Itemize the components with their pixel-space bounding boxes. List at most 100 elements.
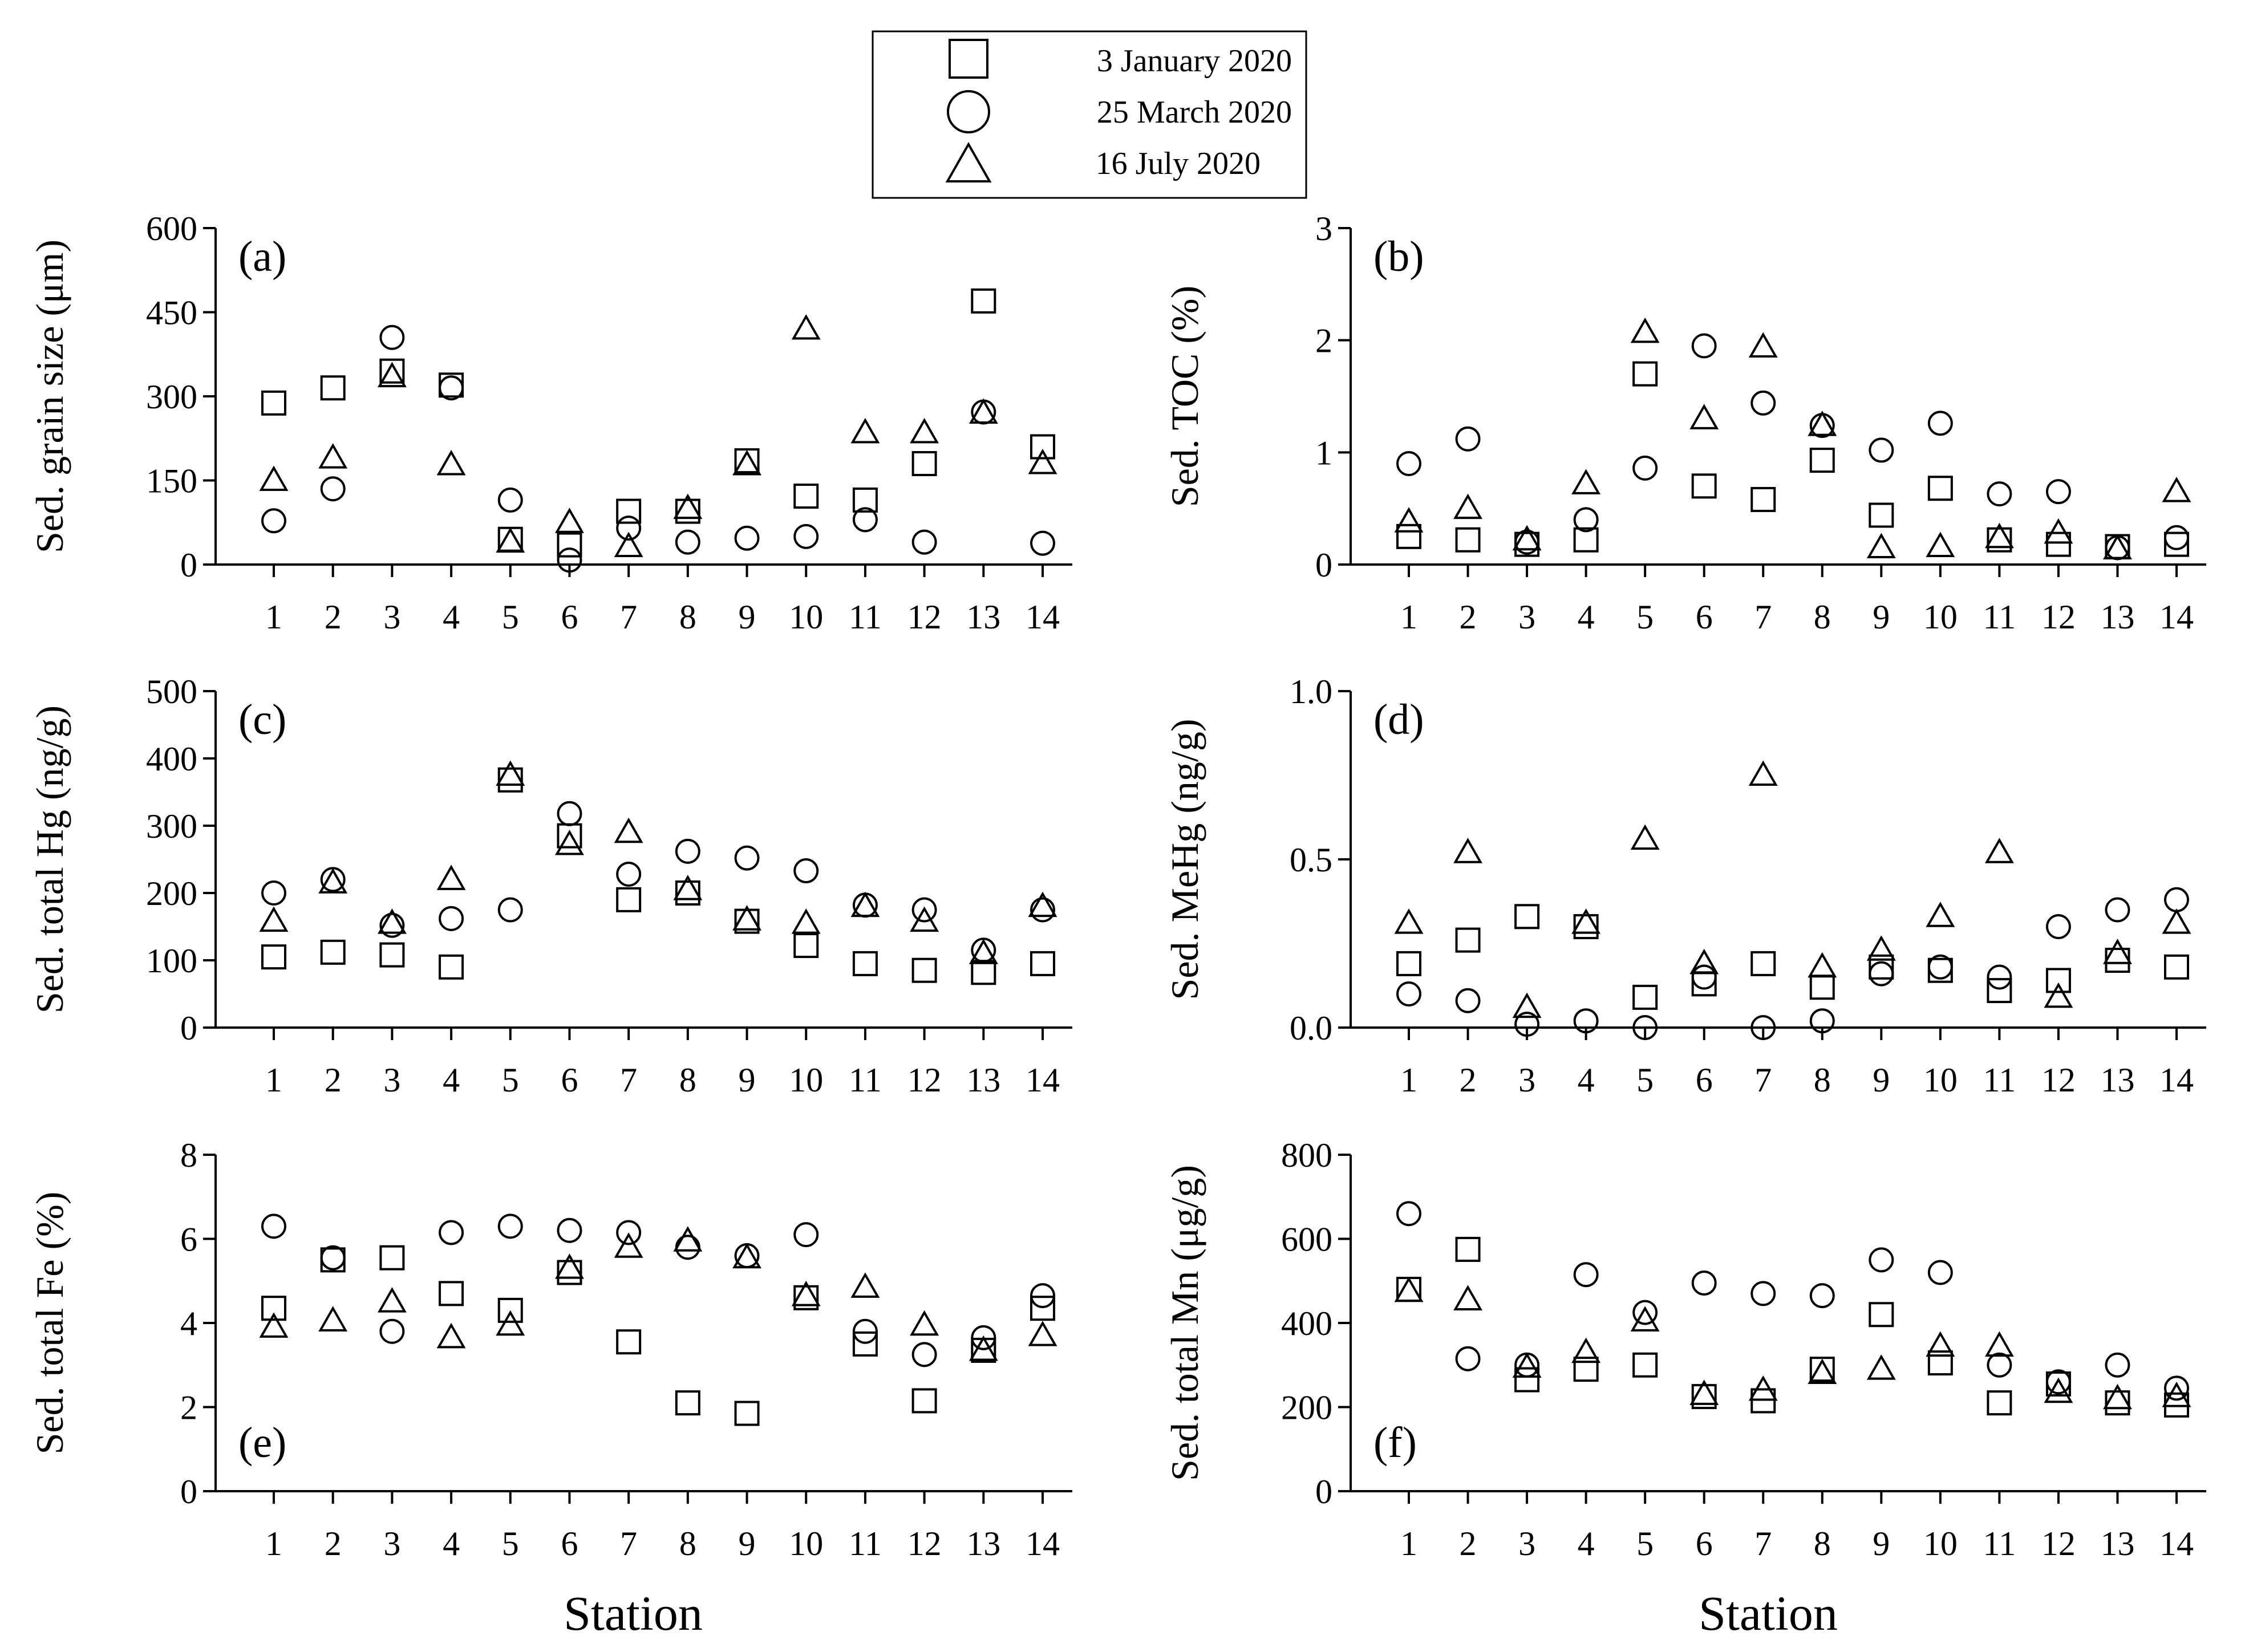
x-tick-label: 1 <box>1400 1525 1417 1562</box>
x-tick-label: 1 <box>1400 1061 1417 1099</box>
data-point-square <box>616 498 642 524</box>
data-point-square <box>1396 951 1421 976</box>
data-point-square <box>1514 531 1540 557</box>
data-point-square <box>1030 1296 1055 1321</box>
data-point-square <box>557 1260 582 1285</box>
data-point-square <box>1809 975 1835 1000</box>
x-tick-label: 12 <box>907 1061 942 1099</box>
data-point-triangle <box>2103 534 2132 559</box>
x-tick-label: 10 <box>789 1525 823 1562</box>
x-tick-label: 9 <box>739 598 756 636</box>
data-point-circle <box>1750 1281 1776 1306</box>
data-point-triangle <box>1984 1331 2014 1357</box>
data-point-triangle <box>318 868 348 894</box>
data-point-triangle <box>791 908 821 934</box>
data-point-square <box>911 1388 937 1414</box>
panel-label: (b) <box>1373 233 1424 281</box>
legend-circle-marker <box>947 90 990 133</box>
data-point-triangle <box>2103 939 2132 964</box>
x-tick-label: 11 <box>1983 598 2016 636</box>
x-tick-label: 4 <box>443 1525 460 1562</box>
x-tick-label: 8 <box>1814 598 1831 636</box>
data-point-square <box>734 908 760 934</box>
data-point-circle <box>320 1245 346 1271</box>
data-point-triangle <box>2162 1382 2191 1407</box>
data-point-square <box>557 532 582 558</box>
data-point-triangle <box>1512 1352 1542 1378</box>
x-tick-label: 7 <box>620 1061 637 1099</box>
data-point-triangle <box>850 891 880 918</box>
data-point-square <box>675 1390 700 1416</box>
data-point-triangle <box>1689 948 1719 975</box>
legend-triangle-marker <box>945 141 992 182</box>
data-point-circle <box>675 1235 700 1260</box>
data-point-square <box>379 942 405 968</box>
data-point-triangle <box>2044 1377 2073 1403</box>
data-point-triangle <box>1984 838 2014 863</box>
data-point-square <box>2105 948 2130 973</box>
data-point-square <box>1573 527 1599 553</box>
data-point-triangle <box>850 1272 880 1298</box>
data-point-square <box>852 487 878 513</box>
data-point-circle <box>1691 1270 1717 1296</box>
data-point-square <box>1030 434 1055 460</box>
data-point-circle <box>1809 1008 1835 1034</box>
data-point-circle <box>1869 961 1894 987</box>
x-tick-label: 4 <box>1578 1525 1595 1562</box>
data-point-circle <box>497 897 523 923</box>
data-point-triangle <box>555 830 584 855</box>
data-point-triangle <box>2162 908 2191 934</box>
data-point-circle <box>497 487 523 513</box>
x-tick-label: 9 <box>739 1525 756 1562</box>
data-point-circle <box>439 375 464 401</box>
data-point-triangle <box>1394 1276 1424 1302</box>
data-point-circle <box>1455 1346 1481 1371</box>
data-point-square <box>971 960 996 985</box>
data-point-circle <box>2105 1352 2130 1378</box>
x-tick-label: 2 <box>1460 1061 1477 1099</box>
x-tick-label: 13 <box>966 1061 1000 1099</box>
data-point-triangle <box>496 527 525 553</box>
legend-label-3: 16 July 2020 <box>1096 146 1261 181</box>
data-point-triangle <box>910 906 939 932</box>
data-point-square <box>2105 1390 2130 1416</box>
data-point-triangle <box>1630 317 1660 343</box>
data-point-circle <box>1030 530 1055 556</box>
x-tick-label: 7 <box>1754 598 1772 636</box>
data-point-circle <box>1030 1283 1055 1309</box>
data-point-triangle <box>1630 1306 1660 1332</box>
data-point-square <box>1987 1390 2012 1416</box>
data-point-square <box>675 880 700 906</box>
x-tick-label: 12 <box>2041 1061 2076 1099</box>
x-tick-label: 2 <box>325 598 342 636</box>
data-point-circle <box>911 529 937 555</box>
data-point-square <box>911 957 937 983</box>
data-point-triangle <box>496 760 525 786</box>
y-tick-label: 0 <box>1315 1473 1332 1511</box>
data-point-circle <box>852 1318 878 1344</box>
y-tick-label: 2 <box>1315 322 1332 360</box>
data-point-circle <box>616 861 642 887</box>
data-point-circle <box>734 845 760 871</box>
data-point-circle <box>852 507 878 533</box>
panel-label: (e) <box>238 1419 286 1467</box>
x-tick-label: 2 <box>325 1525 342 1562</box>
data-point-circle <box>616 516 642 541</box>
y-axis-label: Sed. MeHg (ng/g) <box>1163 719 1206 1000</box>
panel-label: (f) <box>1373 1419 1417 1467</box>
data-point-circle <box>1396 981 1421 1006</box>
data-point-triangle <box>1394 507 1424 533</box>
y-tick-label: 200 <box>146 875 197 912</box>
x-tick-label: 6 <box>561 1525 578 1562</box>
data-point-triangle <box>496 1310 525 1336</box>
data-point-circle <box>261 1213 286 1239</box>
data-point-triangle <box>614 817 643 843</box>
data-point-square <box>1514 1367 1540 1393</box>
y-tick-label: 150 <box>146 462 197 500</box>
data-point-triangle <box>1866 935 1896 961</box>
x-tick-label: 7 <box>1754 1061 1772 1099</box>
data-point-circle <box>2045 1369 2071 1395</box>
x-tick-label: 6 <box>1696 1061 1713 1099</box>
y-tick-label: 500 <box>146 673 197 711</box>
